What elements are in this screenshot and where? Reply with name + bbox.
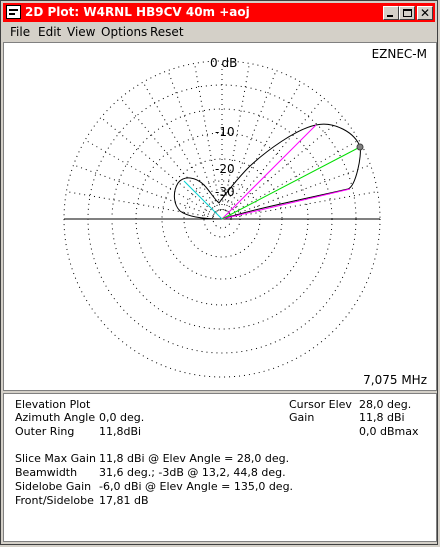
window-title: 2D Plot: W4RNL HB9CV 40m +aoj bbox=[25, 5, 250, 19]
beamwidth-value: 31,6 deg.; -3dB @ 13,2, 44,8 deg. bbox=[99, 466, 286, 479]
maximize-button[interactable] bbox=[399, 6, 415, 20]
frequency-label: 7,075 MHz bbox=[363, 373, 427, 387]
ring-label-0db: 0 dB bbox=[210, 56, 237, 70]
outer-ring-label: Outer Ring bbox=[15, 425, 75, 438]
minimize-button[interactable] bbox=[383, 6, 399, 20]
grid-spoke bbox=[229, 139, 360, 215]
menu-edit[interactable]: Edit bbox=[38, 25, 62, 39]
menu-file[interactable]: File bbox=[10, 25, 31, 39]
sidelobe-line bbox=[183, 180, 223, 220]
grid-spoke bbox=[142, 81, 218, 212]
menu-reset[interactable]: Reset bbox=[150, 25, 184, 39]
beamwidth-line-low bbox=[221, 188, 351, 220]
cursor-line bbox=[221, 146, 361, 220]
gain-label: Gain bbox=[289, 411, 315, 424]
outer-ring-value: 11,8dBi bbox=[99, 425, 142, 438]
ring-label-minus10: -10 bbox=[215, 125, 235, 139]
menu-view[interactable]: View bbox=[67, 25, 96, 39]
maximize-icon bbox=[403, 9, 412, 17]
close-icon: ✕ bbox=[420, 6, 431, 20]
grid-spoke bbox=[84, 139, 215, 215]
azimuth-angle-label: Azimuth Angle bbox=[15, 411, 96, 424]
grid-spoke bbox=[227, 97, 324, 213]
grid-spoke bbox=[230, 164, 371, 217]
sidelobe-gain-label: Sidelobe Gain bbox=[15, 480, 92, 493]
grid-spoke bbox=[226, 81, 302, 212]
ring-label-minus20: -20 bbox=[215, 162, 235, 176]
slice-max-gain-value: 11,8 dBi @ Elev Angle = 28,0 deg. bbox=[99, 452, 290, 465]
cursor-elev-label: Cursor Elev bbox=[289, 398, 352, 411]
elevation-polar-plot[interactable]: 0 dB -10 -20 -30 bbox=[4, 43, 436, 390]
grid-spoke bbox=[100, 117, 216, 214]
slice-max-gain-label: Slice Max Gain bbox=[15, 452, 96, 465]
azimuth-angle-value: 0,0 deg. bbox=[99, 411, 145, 424]
cursor-elev-value: 28,0 deg. bbox=[359, 398, 412, 411]
app-icon[interactable] bbox=[6, 5, 21, 19]
title-bar[interactable]: 2D Plot: W4RNL HB9CV 40m +aoj ✕ bbox=[3, 3, 435, 22]
close-button[interactable]: ✕ bbox=[417, 6, 433, 20]
sidelobe-gain-value: -6,0 dBi @ Elev Angle = 135,0 deg. bbox=[99, 480, 294, 493]
plot-type-label: Elevation Plot bbox=[15, 398, 91, 411]
program-label: EZNEC-M bbox=[371, 47, 427, 61]
gain-dbmax-value: 0,0 dBmax bbox=[359, 425, 419, 438]
grid-spoke bbox=[120, 97, 217, 213]
beamwidth-line-high bbox=[221, 124, 317, 220]
info-panel: Elevation Plot Azimuth Angle 0,0 deg. Ou… bbox=[3, 393, 437, 542]
menu-bar: File Edit View Options Reset bbox=[3, 23, 435, 41]
plot-area[interactable]: EZNEC-M 0 dB -10 -20 -30 7,075 MHz bbox=[3, 42, 437, 391]
ring-label-minus30: -30 bbox=[215, 185, 235, 199]
grid-spoke bbox=[73, 164, 214, 217]
front-sidelobe-value: 17,81 dB bbox=[99, 494, 149, 507]
beamwidth-label: Beamwidth bbox=[15, 466, 78, 479]
front-sidelobe-label: Front/Sidelobe bbox=[15, 494, 94, 507]
cursor-marker[interactable] bbox=[356, 143, 364, 151]
radiation-pattern bbox=[173, 123, 361, 220]
gain-value: 11,8 dBi bbox=[359, 411, 405, 424]
menu-options[interactable]: Options bbox=[101, 25, 148, 39]
minimize-icon bbox=[387, 15, 393, 17]
